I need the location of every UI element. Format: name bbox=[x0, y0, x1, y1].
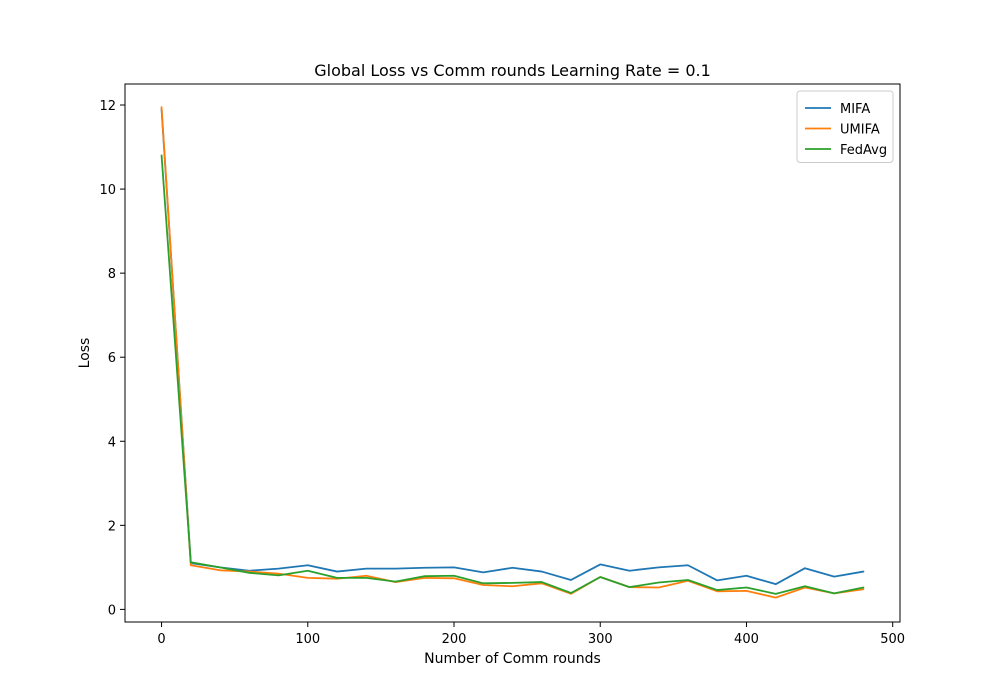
x-tick-label: 400 bbox=[734, 632, 759, 647]
legend-label: FedAvg bbox=[840, 143, 887, 158]
x-tick-label: 100 bbox=[295, 632, 320, 647]
y-tick-label: 4 bbox=[108, 435, 116, 450]
x-tick-label: 0 bbox=[157, 632, 165, 647]
y-tick-label: 0 bbox=[108, 603, 116, 618]
plot-frame bbox=[124, 83, 901, 623]
x-tick-label: 300 bbox=[588, 632, 613, 647]
x-axis-label: Number of Comm rounds bbox=[424, 651, 601, 667]
legend-label: MIFA bbox=[840, 102, 870, 117]
series-line-fedavg bbox=[160, 154, 865, 595]
series-line-mifa bbox=[160, 108, 865, 586]
legend-label: UMIFA bbox=[840, 123, 880, 138]
series-line-umifa bbox=[160, 106, 865, 599]
plot-area bbox=[160, 106, 865, 599]
chart-title: Global Loss vs Comm rounds Learning Rate… bbox=[314, 61, 711, 80]
y-tick-label: 8 bbox=[108, 267, 116, 282]
y-tick-label: 12 bbox=[99, 99, 116, 114]
y-tick-label: 6 bbox=[108, 351, 116, 366]
x-tick-label: 500 bbox=[880, 632, 905, 647]
x-tick-label: 200 bbox=[442, 632, 467, 647]
legend: MIFA UMIFA FedAvg bbox=[796, 90, 894, 163]
x-axis: 0 100 200 300 400 500 bbox=[157, 622, 905, 647]
y-tick-label: 2 bbox=[108, 519, 116, 534]
y-tick-label: 10 bbox=[99, 183, 116, 198]
y-axis: 0 2 4 6 8 10 12 bbox=[99, 99, 125, 618]
y-axis-label: Loss bbox=[77, 338, 93, 369]
